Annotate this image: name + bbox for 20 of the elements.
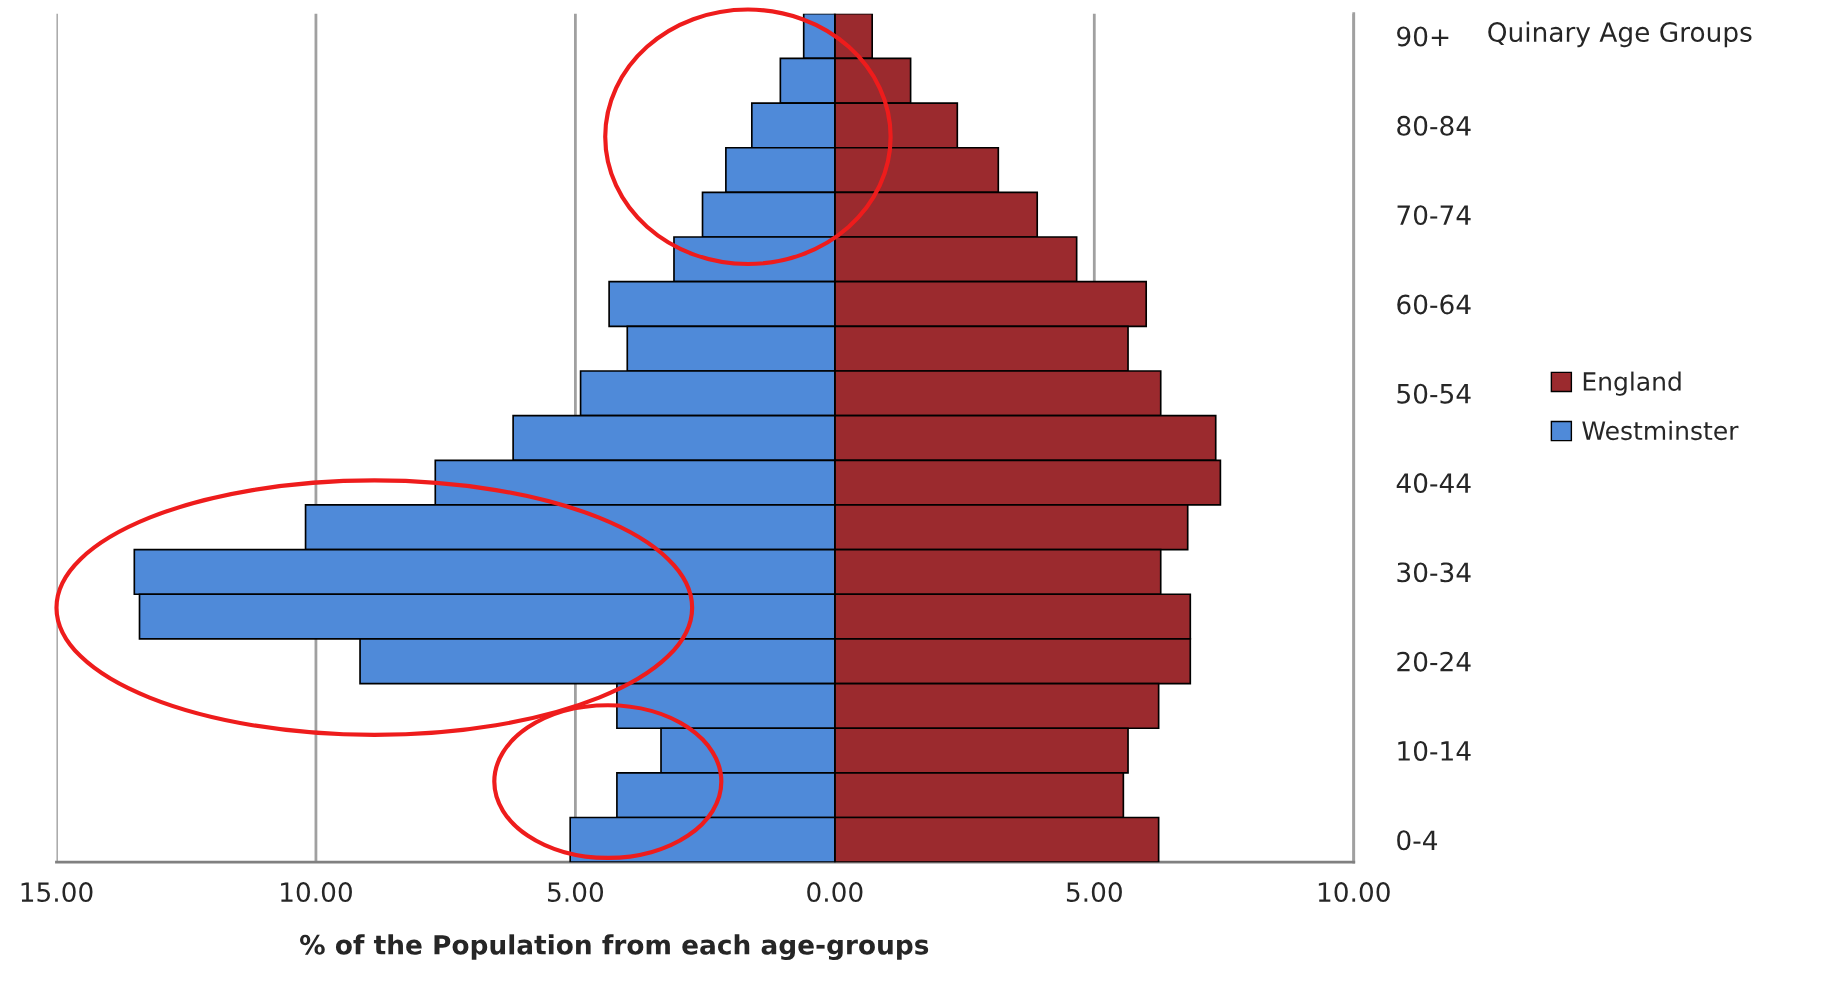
y-tick-label: 80-84 [1397,115,1471,136]
legend-label: Westminster [1582,420,1739,441]
y-tick-label: 40-44 [1396,473,1471,494]
y-tick-label: 10-14 [1398,741,1471,761]
y-axis-title: Quinary Age Groups [1488,21,1752,48]
x-tick-label: 0.00 [807,882,863,903]
y-tick-label: 60-64 [1397,294,1471,315]
x-tick-label: 5.00 [1066,882,1122,903]
y-tick-label: 90+ [1397,26,1449,47]
x-axis-title: % of the Population from each age-groups [300,934,929,961]
y-tick-label: 20-24 [1397,651,1471,672]
x-tick-label: 15.00 [21,882,93,903]
x-tick-label: 10.00 [1318,882,1390,903]
legend-label: England [1583,371,1681,396]
x-tick-label: 10.00 [281,882,352,903]
y-tick-label: 0-4 [1397,830,1438,851]
y-tick-label: 30-34 [1397,562,1471,583]
y-tick-label: 70-74 [1397,205,1471,226]
y-tick-label: 50-54 [1397,383,1471,404]
x-tick-label: 5.00 [548,882,604,903]
